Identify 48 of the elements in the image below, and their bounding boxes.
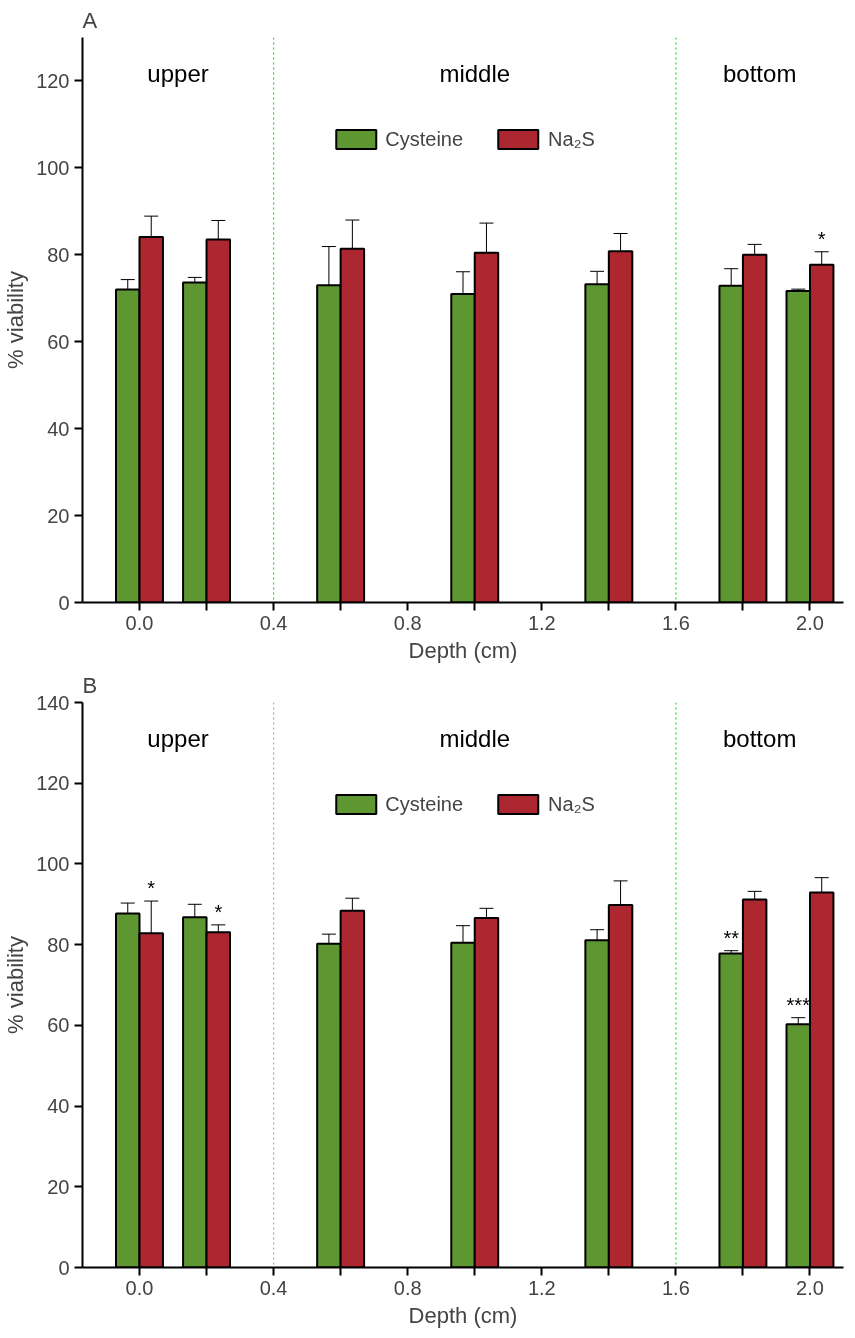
annotation: bottom bbox=[723, 59, 797, 87]
annotation: upper bbox=[147, 59, 209, 87]
legend-label: Na₂S bbox=[548, 127, 595, 151]
data-label: ** bbox=[723, 926, 740, 949]
x-tick-label: 0.4 bbox=[259, 611, 288, 634]
x-tick-label: 1.2 bbox=[527, 1276, 556, 1299]
y-tick-label: 40 bbox=[47, 417, 70, 440]
y-tick-label: 0 bbox=[58, 1256, 70, 1279]
y-tick-label: 100 bbox=[36, 852, 70, 875]
chart-title: A bbox=[82, 7, 98, 33]
y-tick-label: 100 bbox=[36, 156, 70, 179]
y-tick-label: 80 bbox=[47, 933, 70, 956]
x-tick-label: 1.6 bbox=[661, 611, 690, 634]
y-tick-label: 40 bbox=[47, 1095, 70, 1118]
y-axis-title: % viability bbox=[3, 271, 29, 369]
y-tick-label: 140 bbox=[36, 691, 70, 714]
annotation: middle bbox=[439, 59, 511, 87]
y-tick-label: 20 bbox=[47, 504, 70, 527]
y-tick-label: 60 bbox=[47, 330, 70, 353]
x-tick-label: 0.4 bbox=[259, 1276, 288, 1299]
y-tick-label: 120 bbox=[36, 772, 70, 795]
y-tick-label: 60 bbox=[47, 1014, 70, 1037]
annotation: bottom bbox=[723, 724, 797, 752]
x-tick-label: 0.0 bbox=[125, 1276, 154, 1299]
x-tick-label: 2.0 bbox=[796, 611, 824, 634]
legend-label: Cysteine bbox=[385, 127, 464, 151]
legend-label: Cysteine bbox=[385, 792, 464, 816]
data-label: * bbox=[214, 900, 223, 923]
annotation: upper bbox=[147, 724, 209, 752]
y-tick-label: 20 bbox=[47, 1175, 70, 1198]
x-tick-label: 0.0 bbox=[125, 611, 154, 634]
y-axis-title: % viability bbox=[3, 936, 29, 1034]
x-tick-label: 1.2 bbox=[527, 611, 556, 634]
x-tick-label: 1.6 bbox=[661, 1276, 690, 1299]
x-tick-label: 0.8 bbox=[393, 1276, 422, 1299]
y-tick-label: 80 bbox=[47, 243, 70, 266]
legend-label: Na₂S bbox=[548, 792, 595, 816]
x-tick-label: 2.0 bbox=[796, 1276, 824, 1299]
data-label: *** bbox=[786, 993, 811, 1016]
data-label: * bbox=[147, 877, 156, 900]
annotation: middle bbox=[439, 724, 511, 752]
x-axis-title: Depth (cm) bbox=[408, 637, 518, 663]
x-axis-title: Depth (cm) bbox=[408, 1302, 518, 1328]
y-tick-label: 0 bbox=[58, 591, 70, 614]
data-label: * bbox=[817, 227, 826, 250]
x-tick-label: 0.8 bbox=[393, 611, 422, 634]
chart-title: B bbox=[82, 672, 98, 698]
y-tick-label: 120 bbox=[36, 69, 70, 92]
